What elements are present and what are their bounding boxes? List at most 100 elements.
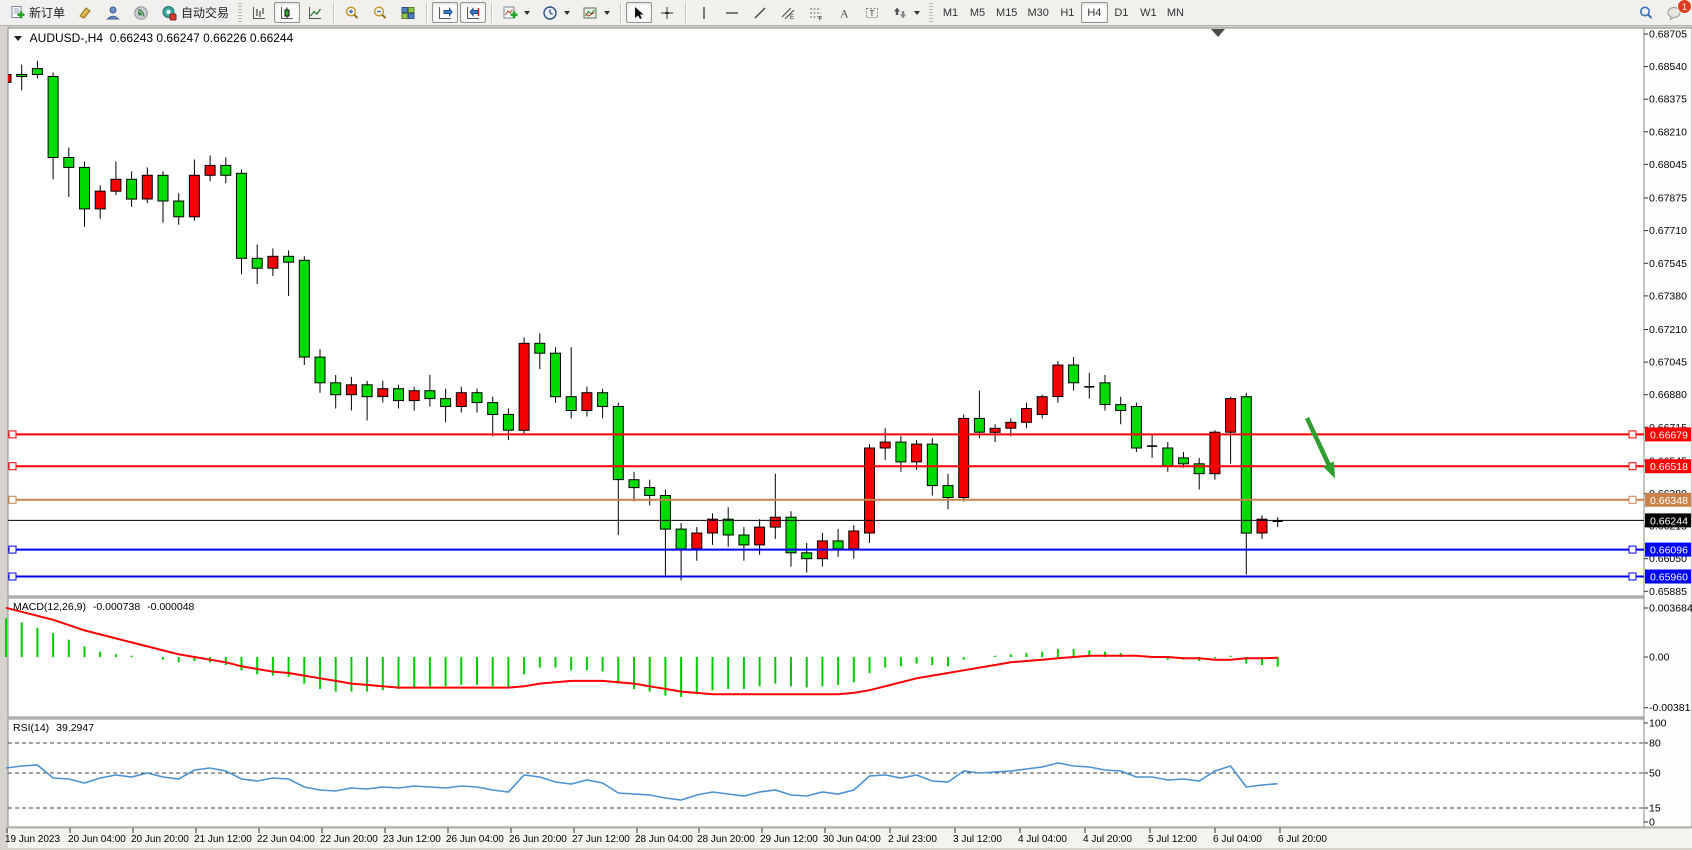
svg-text:0.68705: 0.68705 bbox=[1649, 29, 1687, 41]
svg-text:30 Jun 04:00: 30 Jun 04:00 bbox=[823, 834, 881, 845]
timeframe-M30[interactable]: M30 bbox=[1027, 6, 1049, 19]
timeframe-W1[interactable]: W1 bbox=[1140, 6, 1157, 19]
signals-button[interactable] bbox=[128, 2, 154, 23]
chevron-down-icon bbox=[914, 10, 921, 15]
svg-text:E: E bbox=[790, 15, 794, 21]
symbol-dropdown-icon[interactable] bbox=[14, 36, 22, 42]
chart-shift-button[interactable] bbox=[460, 2, 487, 23]
cursor-arrow-icon bbox=[635, 6, 644, 19]
timeframe-M1[interactable]: M1 bbox=[942, 6, 959, 19]
svg-text:5 Jul 12:00: 5 Jul 12:00 bbox=[1148, 834, 1197, 845]
svg-text:0.65960: 0.65960 bbox=[1650, 572, 1688, 584]
ohlc-open: 0.66243 bbox=[109, 31, 154, 45]
svg-text:2 Jul 23:00: 2 Jul 23:00 bbox=[888, 834, 937, 845]
horizontal-line-button[interactable] bbox=[719, 2, 745, 23]
svg-text:A: A bbox=[840, 6, 849, 20]
chevron-down-icon bbox=[604, 10, 611, 15]
svg-text:6 Jul 20:00: 6 Jul 20:00 bbox=[1278, 834, 1327, 845]
svg-text:0.66096: 0.66096 bbox=[1650, 545, 1688, 557]
text-label-button[interactable]: T bbox=[859, 2, 885, 23]
search-icon bbox=[1640, 6, 1653, 19]
vertical-line-button[interactable] bbox=[691, 2, 717, 23]
channel-button[interactable]: E bbox=[775, 2, 801, 23]
svg-text:0.67045: 0.67045 bbox=[1649, 357, 1687, 369]
rsi-label: RSI(14) 39.2947 bbox=[13, 722, 98, 734]
notification-badge: 1 bbox=[1677, 0, 1692, 14]
svg-text:0.65885: 0.65885 bbox=[1649, 586, 1687, 598]
autotrade-button[interactable]: 自动交易 bbox=[156, 2, 235, 23]
svg-text:0.68375: 0.68375 bbox=[1649, 94, 1687, 106]
auto-scroll-button[interactable] bbox=[432, 2, 459, 23]
zoom-out-icon bbox=[373, 5, 387, 19]
svg-text:3 Jul 12:00: 3 Jul 12:00 bbox=[953, 834, 1002, 845]
rsi-line bbox=[5, 762, 1278, 801]
svg-text:-0.00381: -0.00381 bbox=[1649, 702, 1691, 714]
macd-axis: 0.003684 0.00 -0.00381 bbox=[1644, 603, 1692, 714]
tile-windows-button[interactable] bbox=[395, 2, 421, 23]
ohlc-high: 0.66247 bbox=[156, 31, 200, 45]
ohlc-close: 0.66244 bbox=[249, 31, 294, 45]
chart-line-button[interactable] bbox=[302, 2, 328, 23]
symbol-period-label: AUDUSD-,H4 bbox=[29, 31, 104, 45]
periods-button[interactable] bbox=[537, 2, 575, 23]
timeframe-M5[interactable]: M5 bbox=[969, 6, 986, 19]
tile-windows-icon bbox=[401, 6, 415, 19]
annotation-arrow bbox=[1304, 417, 1336, 479]
clock-icon bbox=[543, 5, 557, 20]
zoom-out-button[interactable] bbox=[367, 2, 393, 23]
chart-bars-button[interactable] bbox=[246, 2, 272, 23]
trendline-button[interactable] bbox=[747, 2, 773, 23]
crosshair-button[interactable] bbox=[654, 2, 680, 23]
price-label-0.66096 bbox=[1645, 542, 1691, 557]
svg-text:23 Jun 12:00: 23 Jun 12:00 bbox=[383, 834, 441, 845]
new-order-button[interactable]: 新订单 bbox=[4, 2, 71, 23]
chart-title: AUDUSD-,H4 0.66243 0.66247 0.66226 0.662… bbox=[14, 31, 293, 45]
text-icon: A bbox=[840, 6, 849, 20]
horizontal-line-icon bbox=[726, 11, 739, 14]
svg-text:20 Jun 20:00: 20 Jun 20:00 bbox=[131, 834, 189, 845]
main-chart-panel bbox=[7, 27, 1645, 597]
rsi-value: 39.2947 bbox=[56, 722, 95, 734]
svg-text:19 Jun 2023: 19 Jun 2023 bbox=[5, 834, 60, 845]
svg-text:0.68540: 0.68540 bbox=[1649, 61, 1687, 73]
toolbar-separator bbox=[333, 2, 335, 23]
equidistant-channel-icon: E bbox=[781, 7, 795, 21]
svg-text:0.67380: 0.67380 bbox=[1649, 290, 1687, 302]
search-button[interactable] bbox=[1633, 2, 1659, 23]
chart-candles-button[interactable] bbox=[274, 2, 301, 23]
timeframe-M15[interactable]: M15 bbox=[996, 6, 1018, 19]
profiles-icon bbox=[106, 6, 120, 19]
svg-text:0: 0 bbox=[1649, 817, 1655, 829]
timeframe-D1[interactable]: D1 bbox=[1114, 6, 1129, 19]
timeframe-H4[interactable]: H4 bbox=[1080, 2, 1108, 23]
svg-text:100: 100 bbox=[1649, 718, 1667, 730]
styler-icon bbox=[79, 6, 91, 19]
bar-chart-icon bbox=[253, 6, 266, 19]
ohlc-low: 0.66226 bbox=[203, 31, 247, 45]
arrows-button[interactable] bbox=[887, 2, 925, 23]
fibonacci-button[interactable]: F bbox=[803, 2, 829, 23]
crosshair-icon bbox=[661, 6, 674, 19]
horizontal-line-0.66679: 0.66679 bbox=[8, 427, 1691, 442]
svg-text:T: T bbox=[870, 9, 875, 18]
svg-text:0.00: 0.00 bbox=[1649, 652, 1670, 664]
cursor-button[interactable] bbox=[626, 2, 653, 23]
profiles-button[interactable] bbox=[100, 2, 126, 23]
templates-button[interactable] bbox=[577, 2, 615, 23]
macd-signal-value: -0.000048 bbox=[147, 601, 195, 613]
styler-button[interactable] bbox=[72, 2, 98, 23]
text-button[interactable]: A bbox=[831, 2, 857, 23]
zoom-in-button[interactable] bbox=[339, 2, 365, 23]
notifications-button[interactable]: 1 bbox=[1661, 0, 1692, 23]
svg-text:0.66880: 0.66880 bbox=[1649, 389, 1687, 401]
indicators-button[interactable] bbox=[497, 2, 535, 23]
timeframe-H1[interactable]: H1 bbox=[1060, 6, 1075, 19]
toolbar-separator bbox=[685, 2, 687, 23]
svg-text:0.66244: 0.66244 bbox=[1650, 515, 1688, 527]
toolbar-separator bbox=[491, 2, 493, 23]
timeframe-MN[interactable]: MN bbox=[1166, 6, 1184, 19]
line-chart-icon bbox=[309, 6, 322, 19]
svg-text:26 Jun 20:00: 26 Jun 20:00 bbox=[509, 834, 567, 845]
